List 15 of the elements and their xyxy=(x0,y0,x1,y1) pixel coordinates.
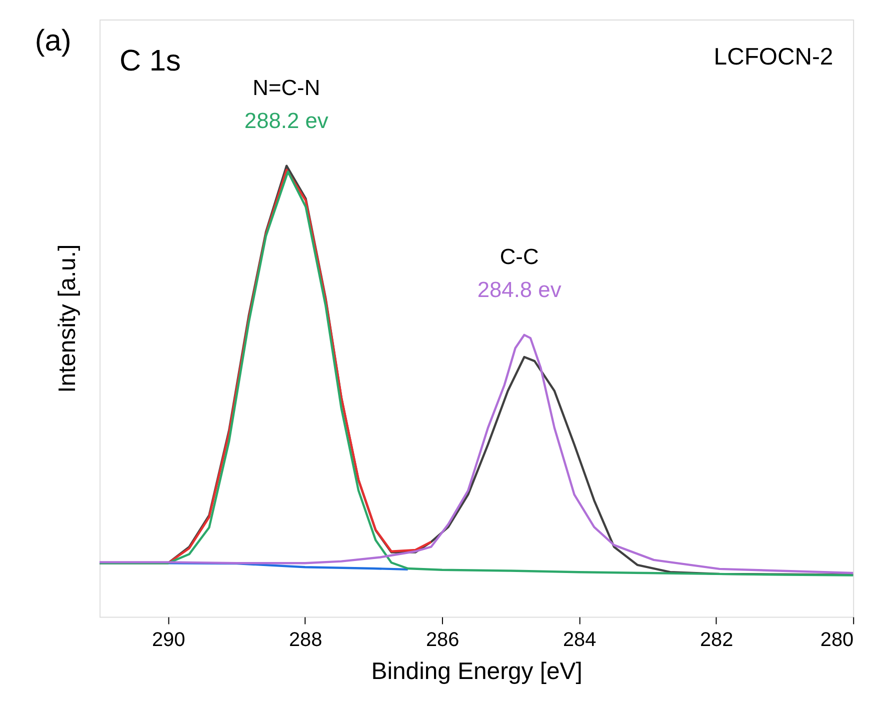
text: LCFOCN-2 xyxy=(714,43,834,70)
y-axis-title: Intensity [a.u.] xyxy=(54,244,82,393)
x-axis-title: Binding Energy [eV] xyxy=(371,658,582,685)
x-tick-label: 280 xyxy=(820,629,854,652)
annotation: 288.2 ev xyxy=(244,108,328,133)
text: C 1s xyxy=(119,44,181,78)
text: N=C-N xyxy=(252,75,320,100)
annotation: C-C xyxy=(500,244,539,270)
x-tick-label: 290 xyxy=(152,629,186,652)
x-tick-label: 288 xyxy=(288,629,322,652)
annotation: 284.8 ev xyxy=(477,277,562,302)
x-tick-label: 282 xyxy=(700,629,734,652)
text: (a) xyxy=(34,24,72,58)
x-tick-label: 286 xyxy=(426,629,460,652)
x-tick-label: 284 xyxy=(562,629,596,652)
